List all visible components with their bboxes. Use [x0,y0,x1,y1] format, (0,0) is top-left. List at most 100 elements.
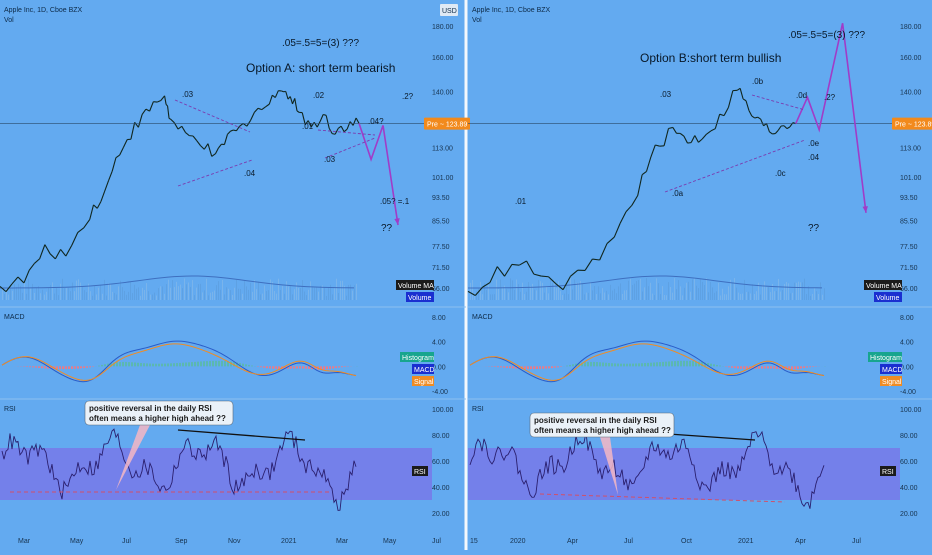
rsi-tag-0: RSI [414,469,426,476]
volume-bar [46,292,47,300]
macd-tick-1-3: -4.00 [900,389,916,396]
volume-bar [236,280,237,300]
volume-bar [284,294,285,300]
macd-histogram-bar [29,366,31,367]
volume-bar [754,294,755,300]
volume-bar [702,282,703,300]
macd-histogram-bar [119,362,121,366]
volume-bar [256,289,257,300]
volume-bar [492,294,493,300]
volume-bar [302,280,303,300]
rsi-tag-1: RSI [882,469,894,476]
volume-bar [120,281,121,300]
macd-histogram-bar [176,363,178,366]
volume-bar [782,290,783,300]
macd-histogram-bar [632,364,634,367]
volume-bar [44,295,45,300]
macd-histogram-bar [332,366,334,368]
volume-bar [732,283,733,300]
time-tick-1-2: Apr [567,538,579,545]
volume-bar [752,284,753,300]
time-tick-0-4: Nov [228,538,241,545]
macd-histogram-bar [791,366,793,369]
volume-bar [244,281,245,300]
volume-bar [670,287,671,300]
macd-histogram-bar [83,366,85,368]
volume-bar [642,292,643,300]
macd-histogram-bar [614,363,616,366]
volume-bar [222,280,223,300]
macd-histogram-bar [800,366,802,368]
volume-bar [522,283,523,300]
macd-histogram-bar [101,365,103,366]
macd-histogram-bar [623,364,625,367]
macd-histogram-bar [35,366,37,367]
volume-bar [32,284,33,300]
volume-bar [304,292,305,300]
macd-histogram-bar [692,361,694,366]
macd-histogram-bar [542,366,544,368]
macd-histogram-bar [677,361,679,366]
volume-bar [748,292,749,300]
volume-bar [160,286,161,300]
volume-bar [718,283,719,300]
volume-bar [824,288,825,300]
volume-bar [636,281,637,300]
macd-histogram-bar [248,365,250,366]
macd-histogram-bar [734,366,736,368]
volume-bar [650,283,651,300]
macd-histogram-bar [98,366,100,367]
volume-bar [64,288,65,300]
macd-histogram-bar [32,366,34,367]
volume-bar [18,284,19,300]
macd-histogram-bar [671,361,673,366]
macd-histogram-bar [656,362,658,366]
macd-histogram-bar [668,361,670,366]
volume-bar [628,281,629,300]
macd-histogram-bar [548,366,550,368]
volume-bar [142,288,143,300]
volume-bar [60,284,61,300]
volume-bar [614,289,615,300]
volume-bar [564,294,565,300]
price-tick-1-6: 85.50 [900,218,918,225]
wave-label-0-5: .04? [368,117,384,126]
volume-bar [276,294,277,300]
macd-histogram-bar [539,366,541,369]
macd-histogram-bar [296,366,298,368]
macd-histogram-bar [323,366,325,369]
price-tick-1-3: 113.00 [900,146,921,153]
volume-bar [72,283,73,300]
macd-histogram-bar [644,363,646,366]
macd-histogram-bar [155,364,157,367]
volume-bar [172,280,173,300]
volume-bar [472,280,473,300]
volume-bar [192,280,193,300]
volume-bar [42,290,43,300]
time-tick-1-6: Apr [795,538,807,545]
volume-bar [242,294,243,300]
volume-bar [808,286,809,300]
macd-histogram-bar [500,366,502,367]
volume-bar [110,284,111,300]
price-candle-segment [233,130,236,131]
macd-histogram-bar [182,363,184,367]
volume-bar [516,279,517,300]
macd-histogram-bar [212,361,214,366]
volume-bar [654,295,655,300]
volume-bar [102,294,103,300]
macd-histogram-bar [530,366,532,369]
macd-histogram-bar [38,366,40,368]
macd-histogram-bar [185,362,187,366]
wave-label-1-8: .2? [824,93,836,102]
volume-bar [176,282,177,300]
volume-bar [620,283,621,300]
macd-histogram-bar [164,364,166,367]
macd-histogram-bar [626,364,628,367]
rsi-callout-text-2-1: often means a higher high ahead ?? [534,426,671,435]
volume-bar [582,284,583,300]
volume-bar [792,293,793,300]
volume-bar [86,292,87,300]
macd-histogram-bar [221,361,223,366]
